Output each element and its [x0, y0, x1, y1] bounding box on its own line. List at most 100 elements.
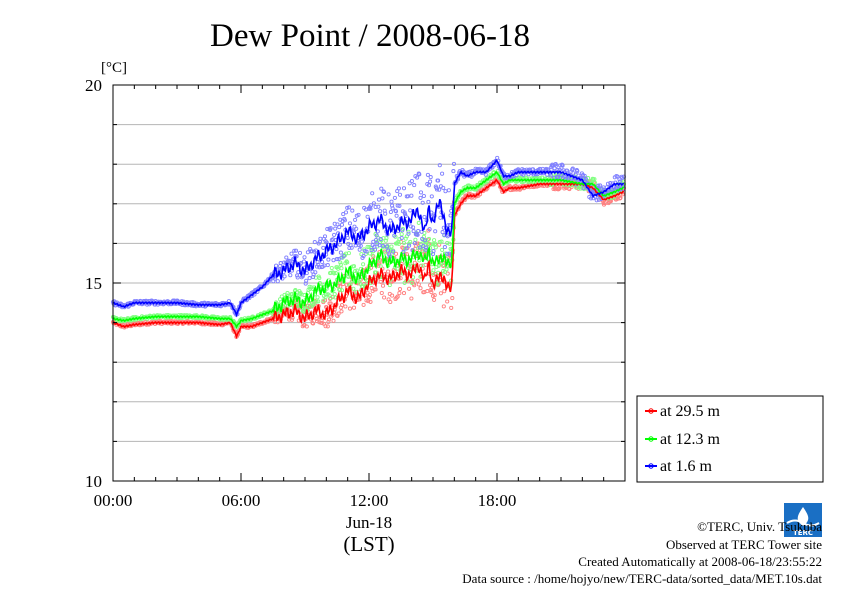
data-point — [336, 311, 341, 316]
data-point — [301, 259, 307, 264]
data-point — [411, 225, 416, 230]
data-point — [418, 190, 424, 195]
data-point — [275, 279, 280, 284]
data-point — [415, 232, 420, 237]
data-point — [320, 259, 325, 265]
data-point — [420, 200, 425, 205]
data-point — [325, 324, 330, 329]
created-text: Created Automatically at 2008-06-18/23:5… — [578, 554, 822, 569]
data-point — [366, 294, 371, 300]
data-point — [386, 192, 391, 197]
data-point — [445, 240, 450, 246]
legend-entry: at 29.5 m — [645, 403, 721, 420]
data-point — [412, 260, 417, 265]
data-point — [328, 296, 333, 301]
data-point — [392, 195, 397, 200]
data-point — [409, 296, 414, 301]
data-point — [387, 283, 392, 288]
data-point — [444, 267, 449, 272]
data-point — [347, 306, 353, 311]
data-point — [378, 236, 383, 242]
data-point — [370, 253, 375, 258]
y-tick-label: 10 — [85, 472, 102, 491]
data-point — [395, 294, 400, 299]
data-point — [388, 209, 393, 215]
data-point — [347, 221, 353, 226]
data-point — [292, 248, 297, 253]
data-point — [351, 305, 357, 310]
data-point — [382, 189, 387, 195]
data-point — [404, 252, 409, 257]
data-point — [339, 303, 345, 308]
legend-label: at 29.5 m — [660, 403, 721, 420]
data-point — [445, 251, 450, 256]
data-point — [391, 249, 396, 254]
data-point — [403, 212, 408, 217]
data-point — [407, 181, 412, 186]
data-point — [424, 245, 429, 250]
data-point — [401, 186, 407, 191]
data-point — [428, 175, 433, 180]
data-point — [437, 187, 442, 192]
data-point — [570, 166, 575, 171]
data-point — [315, 295, 320, 300]
legend-box — [636, 395, 824, 483]
data-point — [370, 191, 375, 196]
data-point — [367, 251, 372, 256]
data-point — [418, 195, 423, 200]
data-point — [402, 280, 407, 285]
data-point — [621, 174, 626, 179]
data-point — [437, 163, 442, 168]
data-point — [412, 241, 417, 246]
legend-entry: at 1.6 m — [645, 458, 713, 475]
data-point — [293, 248, 299, 253]
logo-wave-icon — [786, 519, 820, 527]
data-point — [388, 218, 393, 223]
data-point — [384, 236, 389, 241]
data-point — [331, 318, 336, 323]
data-source-text: Data source : /home/hojyo/new/TERC-data/… — [462, 571, 822, 586]
data-point — [397, 287, 403, 292]
legend-entry: at 12.3 m — [645, 431, 721, 448]
data-point — [275, 320, 280, 325]
legend-label: at 12.3 m — [660, 431, 721, 448]
data-point — [586, 176, 591, 181]
data-point — [445, 234, 450, 239]
data-point — [314, 299, 319, 304]
data-point — [373, 287, 378, 292]
data-point — [383, 211, 388, 216]
data-point — [449, 305, 454, 310]
legend: at 29.5 m at 12.3 m at 1.6 m — [636, 395, 824, 483]
data-point — [418, 286, 423, 291]
data-point — [380, 245, 386, 250]
data-point — [431, 249, 436, 254]
data-point — [341, 254, 346, 259]
data-point — [432, 297, 437, 302]
data-point — [358, 243, 363, 248]
data-point — [364, 249, 369, 254]
data-point — [395, 203, 400, 208]
data-point — [432, 293, 437, 298]
data-point — [426, 199, 431, 204]
legend-marker — [648, 436, 654, 442]
data-point — [403, 213, 408, 219]
data-point — [368, 245, 374, 251]
data-point — [274, 263, 279, 268]
data-point — [285, 291, 290, 296]
data-point — [393, 251, 399, 256]
data-point — [378, 264, 383, 269]
data-point — [338, 262, 343, 267]
data-point — [361, 253, 366, 259]
data-point — [397, 192, 403, 197]
data-point — [447, 241, 452, 246]
x-axis-label: (LST) — [343, 532, 394, 556]
data-point — [350, 208, 355, 213]
data-point — [417, 172, 422, 177]
data-point — [326, 257, 331, 262]
data-point — [419, 229, 424, 234]
data-point — [415, 175, 420, 180]
data-point — [294, 254, 299, 259]
data-point — [386, 248, 391, 253]
data-point — [309, 249, 314, 254]
data-point — [396, 241, 401, 246]
